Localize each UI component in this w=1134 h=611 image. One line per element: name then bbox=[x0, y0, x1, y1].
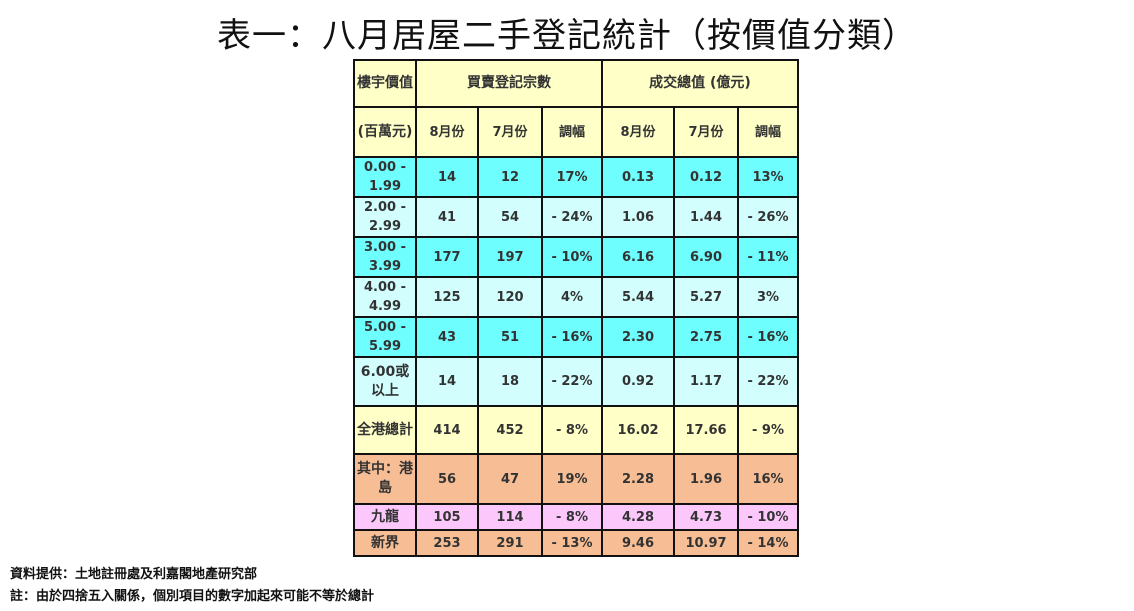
sub-header: 8月份 bbox=[415, 106, 479, 158]
cell: 6.16 bbox=[601, 236, 675, 278]
cell: 47 bbox=[477, 453, 543, 505]
table-row: 6.00或以上 14 18 - 22% 0.92 1.17 - 22% bbox=[353, 356, 799, 407]
price-header-bottom: (百萬元) bbox=[353, 106, 417, 158]
row-label: 6.00或以上 bbox=[353, 356, 417, 407]
cell: - 22% bbox=[541, 356, 603, 407]
row-label: 5.00 - 5.99 bbox=[353, 316, 417, 358]
row-label: 0.00 - 1.99 bbox=[353, 156, 417, 198]
cell: - 16% bbox=[541, 316, 603, 358]
cell: 0.13 bbox=[601, 156, 675, 198]
table-row: 5.00 - 5.99 43 51 - 16% 2.30 2.75 - 16% bbox=[353, 316, 799, 358]
cell: - 16% bbox=[737, 316, 799, 358]
sub-header: 調幅 bbox=[541, 106, 603, 158]
cell: 120 bbox=[477, 276, 543, 318]
cell: 4.28 bbox=[601, 503, 675, 531]
cell: 19% bbox=[541, 453, 603, 505]
table-row-region: 其中：港島 56 47 19% 2.28 1.96 16% bbox=[353, 453, 799, 505]
cell: - 22% bbox=[737, 356, 799, 407]
cell: 452 bbox=[477, 405, 543, 455]
cell: 1.44 bbox=[673, 196, 739, 238]
cell: 13% bbox=[737, 156, 799, 198]
cell: 17.66 bbox=[673, 405, 739, 455]
cell: 43 bbox=[415, 316, 479, 358]
rounding-note: 註：由於四捨五入關係，個別項目的數字加起來可能不等於總計 bbox=[10, 589, 375, 604]
cell: - 8% bbox=[541, 503, 603, 531]
cell: 114 bbox=[477, 503, 543, 531]
cell: - 10% bbox=[541, 236, 603, 278]
cell: 54 bbox=[477, 196, 543, 238]
header-row-2: (百萬元) 8月份 7月份 調幅 8月份 7月份 調幅 bbox=[353, 106, 799, 158]
cell: 2.30 bbox=[601, 316, 675, 358]
row-label: 3.00 - 3.99 bbox=[353, 236, 417, 278]
group-header-value: 成交總值 (億元) bbox=[601, 59, 799, 108]
row-label: 2.00 - 2.99 bbox=[353, 196, 417, 238]
table-row-region: 新界 253 291 - 13% 9.46 10.97 - 14% bbox=[353, 529, 799, 557]
sub-header: 7月份 bbox=[477, 106, 543, 158]
cell: - 9% bbox=[737, 405, 799, 455]
stats-table: 樓宇價值 買賣登記宗數 成交總值 (億元) (百萬元) 8月份 7月份 調幅 8… bbox=[353, 59, 799, 557]
sub-header: 調幅 bbox=[737, 106, 799, 158]
cell: 41 bbox=[415, 196, 479, 238]
cell: 125 bbox=[415, 276, 479, 318]
cell: 51 bbox=[477, 316, 543, 358]
table-row: 2.00 - 2.99 41 54 - 24% 1.06 1.44 - 26% bbox=[353, 196, 799, 238]
row-label: 4.00 - 4.99 bbox=[353, 276, 417, 318]
row-label: 其中：港島 bbox=[353, 453, 417, 505]
row-label: 九龍 bbox=[353, 503, 417, 531]
cell: 0.92 bbox=[601, 356, 675, 407]
cell: 0.12 bbox=[673, 156, 739, 198]
cell: 4% bbox=[541, 276, 603, 318]
price-header-top: 樓宇價值 bbox=[353, 59, 417, 108]
cell: 16% bbox=[737, 453, 799, 505]
sub-header: 8月份 bbox=[601, 106, 675, 158]
cell: - 14% bbox=[737, 529, 799, 557]
cell: 5.27 bbox=[673, 276, 739, 318]
table-row: 4.00 - 4.99 125 120 4% 5.44 5.27 3% bbox=[353, 276, 799, 318]
cell: 1.17 bbox=[673, 356, 739, 407]
cell: 4.73 bbox=[673, 503, 739, 531]
sub-header: 7月份 bbox=[673, 106, 739, 158]
cell: - 10% bbox=[737, 503, 799, 531]
cell: 1.06 bbox=[601, 196, 675, 238]
cell: 6.90 bbox=[673, 236, 739, 278]
cell: 9.46 bbox=[601, 529, 675, 557]
row-label: 新界 bbox=[353, 529, 417, 557]
cell: 16.02 bbox=[601, 405, 675, 455]
cell: - 8% bbox=[541, 405, 603, 455]
cell: 18 bbox=[477, 356, 543, 407]
row-label: 全港總計 bbox=[353, 405, 417, 455]
cell: 12 bbox=[477, 156, 543, 198]
cell: 177 bbox=[415, 236, 479, 278]
cell: 56 bbox=[415, 453, 479, 505]
cell: 14 bbox=[415, 156, 479, 198]
header-row-1: 樓宇價值 買賣登記宗數 成交總值 (億元) bbox=[353, 59, 799, 108]
cell: 291 bbox=[477, 529, 543, 557]
cell: - 13% bbox=[541, 529, 603, 557]
table-row-region: 九龍 105 114 - 8% 4.28 4.73 - 10% bbox=[353, 503, 799, 531]
group-header-count: 買賣登記宗數 bbox=[415, 59, 603, 108]
cell: 253 bbox=[415, 529, 479, 557]
table-row: 3.00 - 3.99 177 197 - 10% 6.16 6.90 - 11… bbox=[353, 236, 799, 278]
cell: 197 bbox=[477, 236, 543, 278]
page-title: 表一：八月居屋二手登記統計（按價值分類） bbox=[217, 16, 917, 56]
cell: 2.75 bbox=[673, 316, 739, 358]
table-row: 0.00 - 1.99 14 12 17% 0.13 0.12 13% bbox=[353, 156, 799, 198]
cell: 5.44 bbox=[601, 276, 675, 318]
cell: 1.96 bbox=[673, 453, 739, 505]
table-row-total: 全港總計 414 452 - 8% 16.02 17.66 - 9% bbox=[353, 405, 799, 455]
cell: 14 bbox=[415, 356, 479, 407]
cell: - 24% bbox=[541, 196, 603, 238]
cell: 414 bbox=[415, 405, 479, 455]
cell: 3% bbox=[737, 276, 799, 318]
cell: - 11% bbox=[737, 236, 799, 278]
source-note: 資料提供：土地註冊處及利嘉閣地產研究部 bbox=[10, 567, 258, 582]
cell: 10.97 bbox=[673, 529, 739, 557]
cell: - 26% bbox=[737, 196, 799, 238]
cell: 105 bbox=[415, 503, 479, 531]
cell: 2.28 bbox=[601, 453, 675, 505]
cell: 17% bbox=[541, 156, 603, 198]
